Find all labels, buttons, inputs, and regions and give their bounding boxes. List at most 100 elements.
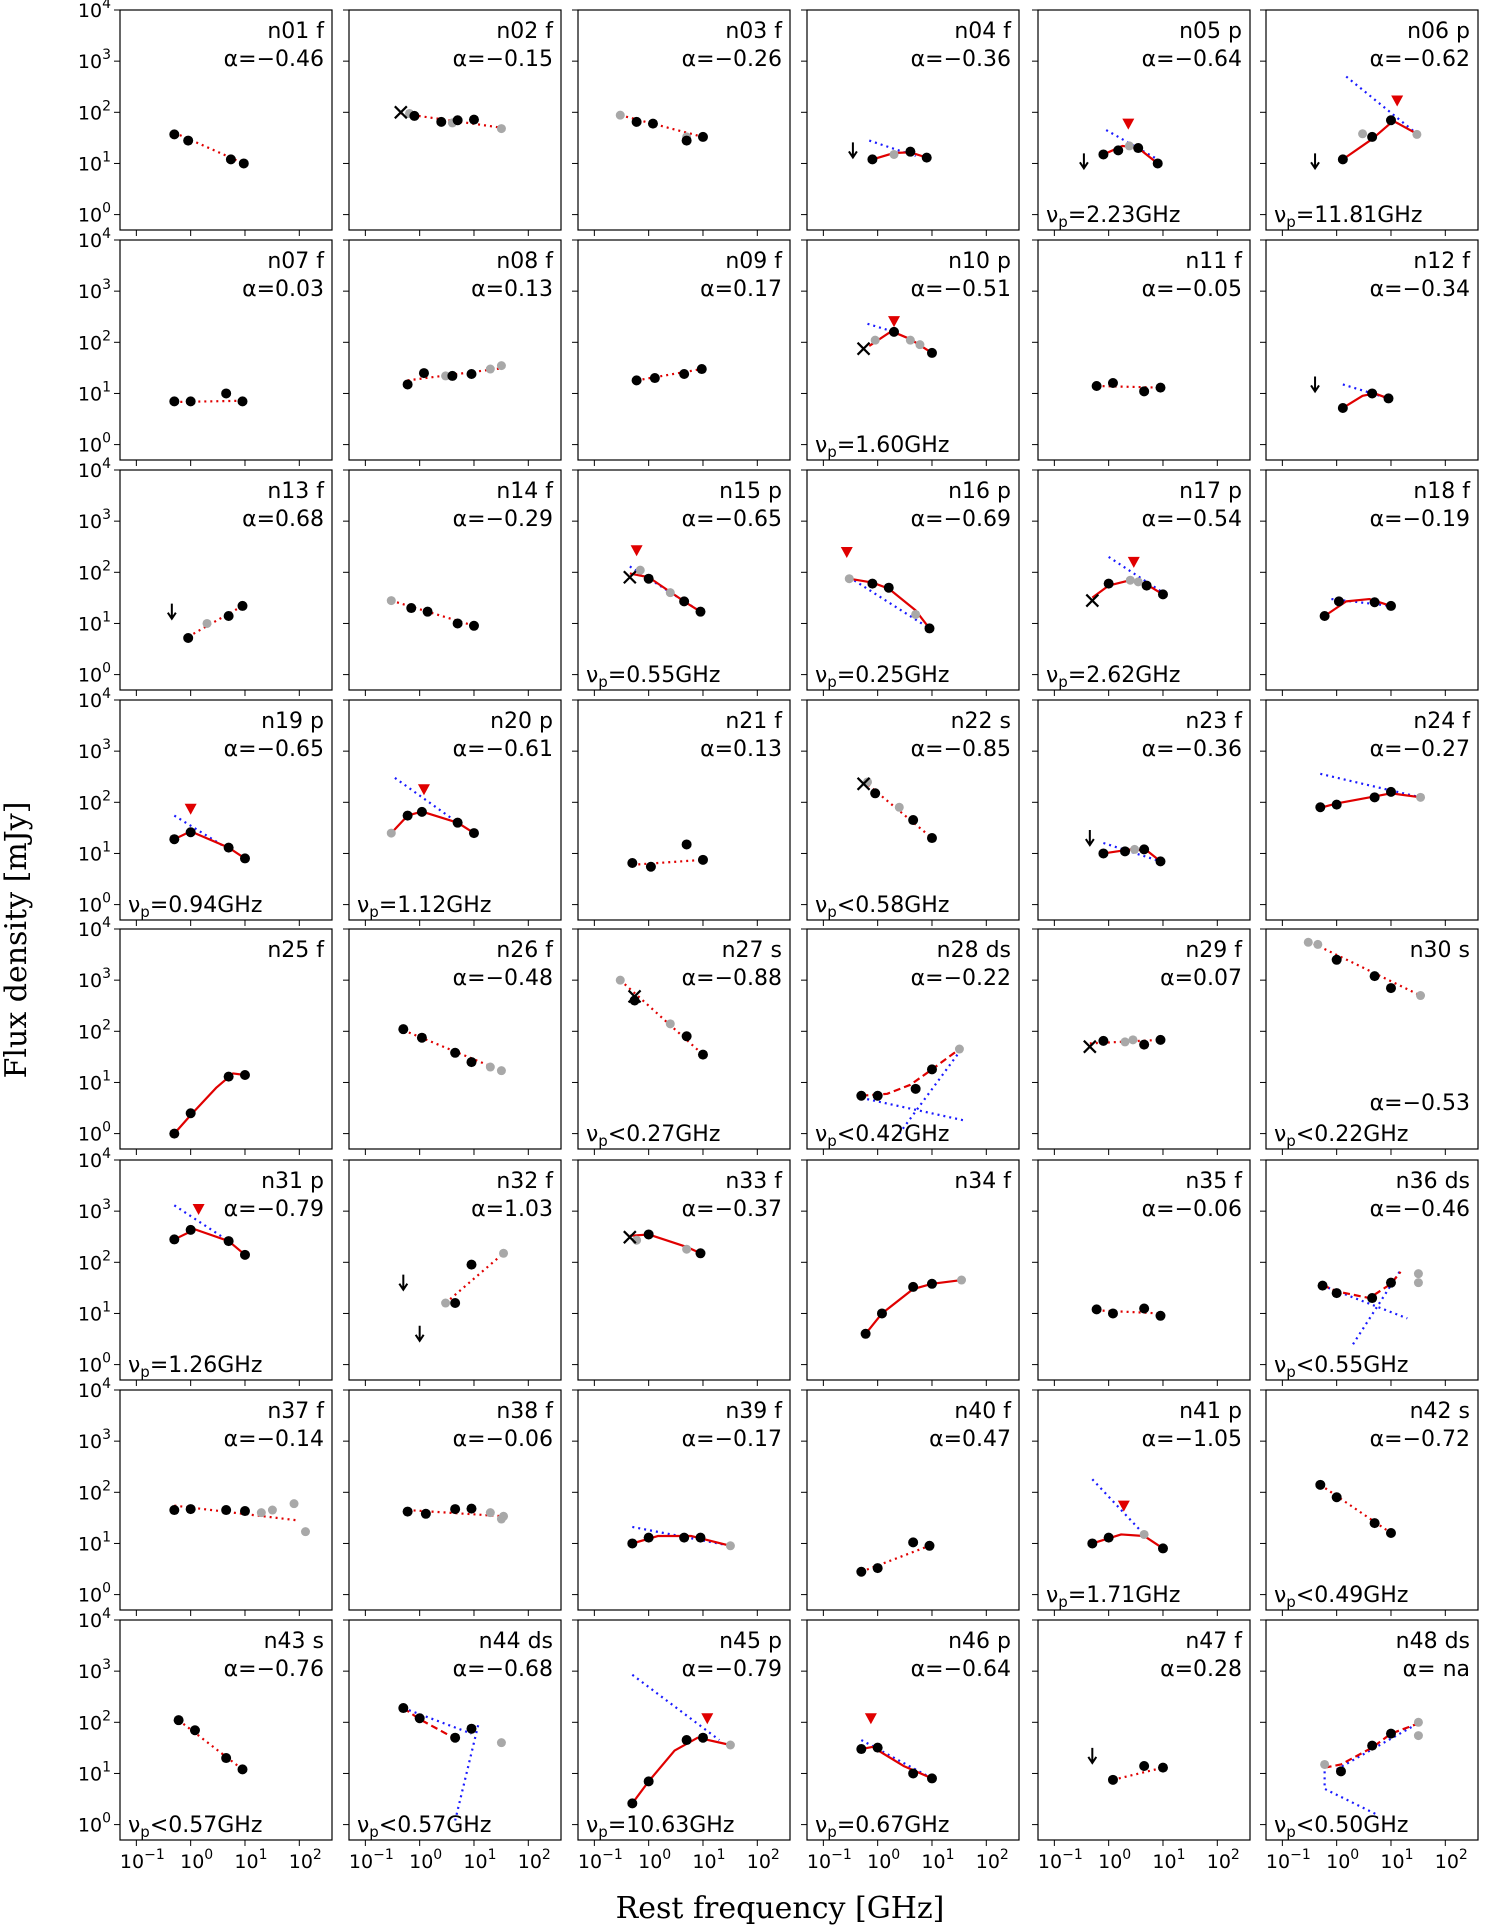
thin-fit-line xyxy=(848,576,931,630)
data-point xyxy=(221,1753,232,1764)
data-point xyxy=(876,1308,887,1319)
upper-limit-arrow xyxy=(1310,376,1320,394)
panel-n03: n03 f α=−0.26 xyxy=(572,9,791,236)
data-point xyxy=(1139,844,1150,855)
data-point xyxy=(223,610,234,621)
fit-line xyxy=(177,1719,244,1771)
thin-fit-line xyxy=(1103,841,1161,863)
data-point xyxy=(1157,589,1168,600)
alpha-label: α=−0.46 xyxy=(224,47,324,72)
data-point xyxy=(183,135,194,146)
cross-marker xyxy=(627,989,642,1004)
data-point xyxy=(468,828,479,839)
archival-point xyxy=(915,340,925,350)
upper-limit-arrow xyxy=(398,1274,409,1292)
peak-frequency-label: νp<0.57GHz xyxy=(128,1813,262,1841)
x-tick-label: 10−1 xyxy=(807,1847,852,1873)
data-point xyxy=(1133,143,1144,154)
archival-point xyxy=(1413,1278,1423,1288)
data-point xyxy=(452,115,463,126)
archival-point xyxy=(894,802,904,812)
data-point xyxy=(1367,388,1378,399)
data-point xyxy=(908,1537,919,1548)
data-point xyxy=(450,1732,461,1743)
x-tick-label: 101 xyxy=(692,1847,725,1873)
panel-n05: n05 p α=−0.64 νp=2.23GHz xyxy=(1032,9,1251,236)
peak-marker xyxy=(840,546,853,558)
alpha-label: α=0.47 xyxy=(929,1427,1011,1452)
panel-label: n08 f xyxy=(496,249,554,274)
alpha-label: α=−0.26 xyxy=(682,47,782,72)
data-point xyxy=(185,1504,196,1515)
data-point xyxy=(1383,393,1394,404)
thin-fit-line xyxy=(1336,1719,1425,1771)
data-point xyxy=(1139,1039,1150,1050)
panel-n40: n40 f α=0.47 xyxy=(801,1389,1020,1616)
data-point xyxy=(926,1064,937,1075)
y-tick-label: 101 xyxy=(78,839,111,865)
x-tick-label: 101 xyxy=(234,1847,267,1873)
data-point xyxy=(681,135,692,146)
peak-marker xyxy=(1391,95,1404,107)
data-point xyxy=(867,578,878,589)
peak-marker xyxy=(1122,118,1135,130)
peak-frequency-label: νp=0.67GHz xyxy=(815,1813,949,1841)
x-tick-label: 100 xyxy=(1326,1847,1359,1873)
peak-frequency-label: νp=11.81GHz xyxy=(1274,203,1422,231)
archival-point xyxy=(289,1499,299,1509)
peak-frequency-label: νp=1.12GHz xyxy=(357,893,491,921)
data-point xyxy=(1157,1762,1168,1773)
panel-n08: n08 f α=0.13 xyxy=(343,239,562,466)
archival-point xyxy=(485,1508,495,1518)
thin-fit-line xyxy=(1105,129,1159,161)
archival-point xyxy=(1416,792,1426,802)
panel-frame xyxy=(806,699,1020,921)
data-point xyxy=(643,1776,654,1787)
data-point xyxy=(169,1505,180,1516)
data-point xyxy=(872,1742,883,1753)
data-point xyxy=(422,606,433,617)
panel-label: n04 f xyxy=(954,19,1012,44)
archival-point xyxy=(1133,577,1143,587)
panel-frame xyxy=(806,469,1020,691)
panel-n33: n33 f α=−0.37 xyxy=(572,1159,791,1386)
y-tick-label: 104 xyxy=(78,1606,111,1632)
fit-line xyxy=(402,1707,456,1740)
alpha-label: α=−0.27 xyxy=(1370,737,1470,762)
data-point xyxy=(1369,792,1380,803)
archival-point xyxy=(1128,1035,1138,1045)
panel-frame xyxy=(348,1619,562,1841)
data-point xyxy=(409,110,420,121)
upper-limit-arrow xyxy=(848,142,858,160)
panel-frame xyxy=(348,928,562,1150)
archival-point xyxy=(267,1505,277,1515)
panel-label: n10 p xyxy=(948,249,1011,274)
archival-point xyxy=(1320,1759,1330,1769)
data-point xyxy=(681,1031,692,1042)
panel-frame xyxy=(806,9,1020,231)
data-point xyxy=(1087,1538,1098,1549)
y-tick-label: 101 xyxy=(78,1529,111,1555)
alpha-label: α=−0.48 xyxy=(453,966,553,991)
data-point xyxy=(1139,1760,1150,1771)
y-tick-label: 100 xyxy=(78,1811,111,1837)
panel-n11: n11 f α=−0.05 xyxy=(1032,239,1251,466)
y-tick-label: 103 xyxy=(78,737,111,763)
data-point xyxy=(238,158,249,169)
y-tick-label: 104 xyxy=(78,0,111,22)
data-point xyxy=(221,1505,232,1516)
panel-n31: 100 101 102 103 104 n31 p α=−0.79 νp=1.26GHz xyxy=(78,1146,333,1386)
y-tick-label: 102 xyxy=(78,98,111,124)
data-point xyxy=(416,806,427,817)
data-point xyxy=(1369,971,1380,982)
panel-frame xyxy=(119,1619,333,1841)
data-point xyxy=(1107,1308,1118,1319)
panel-n26: n26 f α=−0.48 xyxy=(343,928,562,1155)
data-point xyxy=(185,827,196,838)
x-tick-label: 10−1 xyxy=(120,1847,165,1873)
archival-point xyxy=(635,565,645,575)
alpha-label: α=0.68 xyxy=(242,507,324,532)
data-point xyxy=(867,154,878,165)
alpha-label: α=−0.72 xyxy=(1370,1427,1470,1452)
data-point xyxy=(466,1259,477,1270)
